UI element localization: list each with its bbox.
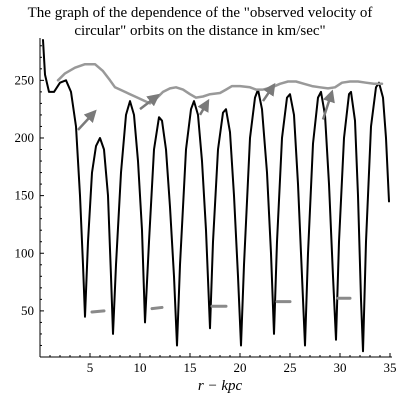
x-tick-label: 25 bbox=[284, 360, 297, 375]
y-tick-label: 50 bbox=[21, 303, 34, 318]
y-tick-label: 250 bbox=[15, 72, 35, 87]
arrow-mark bbox=[77, 109, 97, 131]
y-tick-label: 200 bbox=[15, 130, 35, 145]
chart-title: The graph of the dependence of the "obse… bbox=[0, 4, 400, 40]
y-tick-label: 100 bbox=[15, 245, 35, 260]
arrow-mark bbox=[197, 98, 210, 116]
x-tick-label: 30 bbox=[334, 360, 347, 375]
x-tick-label: 15 bbox=[184, 360, 197, 375]
dash-mark bbox=[90, 309, 106, 314]
arrow-mark bbox=[261, 82, 276, 102]
chart-title-line-2: circular" orbits on the distance in km/s… bbox=[74, 23, 326, 39]
x-tick-label: 5 bbox=[87, 360, 94, 375]
dash-mark bbox=[150, 305, 164, 311]
y-tick-label: 150 bbox=[15, 188, 35, 203]
x-tick-label: 20 bbox=[234, 360, 247, 375]
x-axis-label: r − kpc bbox=[198, 378, 243, 394]
arrow-mark bbox=[139, 93, 160, 111]
x-tick-label: 10 bbox=[134, 360, 147, 375]
x-tick-label: 35 bbox=[384, 360, 397, 375]
arrow-mark bbox=[321, 89, 335, 120]
observed-velocity-curve bbox=[42, 39, 390, 353]
chart-title-line-1: The graph of the dependence of the "obse… bbox=[27, 5, 373, 21]
envelope-curve bbox=[56, 62, 384, 105]
